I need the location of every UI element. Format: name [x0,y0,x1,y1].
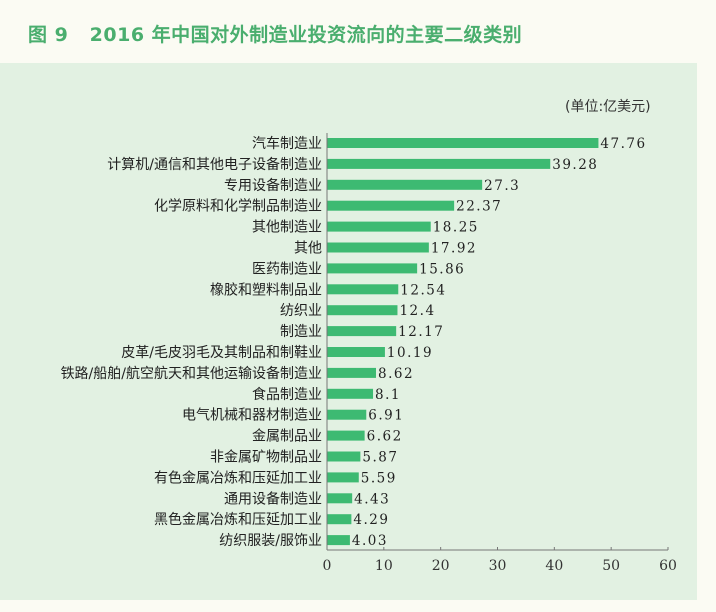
category-label: 通用设备制造业 [224,490,322,507]
bar [327,535,350,546]
bar [327,158,551,169]
value-label: 12.4 [399,303,435,319]
value-label: 12.54 [400,282,446,298]
value-label: 17.92 [431,241,477,257]
category-label: 食品制造业 [252,386,322,403]
value-label: 6.62 [367,429,403,445]
category-label: 纺织业 [280,303,322,319]
category-label: 黑色金属冶炼和压延加工业 [154,511,322,528]
value-label: 39.28 [552,157,598,173]
category-label: 化学原料和化学制品制造业 [154,199,322,215]
value-label: 4.43 [354,491,390,507]
x-tick-label: 40 [545,558,563,574]
category-label: 其他制造业 [252,220,322,236]
chart-title: 图 9 2016 年中国对外制造业投资流向的主要二级类别 [28,24,523,46]
x-tick-label: 60 [659,558,677,574]
value-label: 6.91 [368,408,404,424]
category-label: 金属制品业 [252,429,322,445]
category-label: 计算机/通信和其他电子设备制造业 [107,156,322,173]
value-label: 22.37 [456,199,502,215]
value-label: 8.62 [378,366,414,382]
bar [327,367,376,378]
category-label: 其他 [294,241,322,257]
value-label: 5.87 [362,450,398,466]
bar [327,347,385,357]
x-tick-label: 0 [323,558,332,574]
category-label: 纺织服装/服饰业 [219,533,322,549]
bar [327,430,365,441]
bar [327,242,429,253]
value-label: 15.86 [419,261,465,277]
category-label: 铁路/船舶/航空航天和其他运输设备制造业 [61,365,322,382]
value-label: 47.76 [600,136,646,152]
bar [327,305,398,316]
category-label: 非金属矿物制品业 [210,450,322,466]
value-label: 4.29 [353,512,389,528]
value-label: 4.03 [352,533,388,549]
unit-label: (单位:亿美元) [565,99,651,115]
bar [327,451,361,462]
bar [327,514,352,525]
bar [327,179,483,190]
bar [327,221,431,232]
bar [327,284,399,295]
bar [327,472,359,483]
bar [327,326,397,337]
bar [327,138,599,148]
category-label: 电气机械和器材制造业 [182,408,322,424]
x-tick-label: 20 [432,558,450,574]
category-label: 专用设备制造业 [224,177,322,194]
bar [327,493,353,504]
value-label: 5.59 [361,470,397,486]
bar [327,388,374,399]
value-label: 8.1 [375,387,401,403]
category-label: 橡胶和塑料制品业 [210,281,322,298]
value-label: 27.3 [484,178,520,194]
category-label: 制造业 [280,324,322,340]
bar [327,200,455,211]
x-tick-label: 10 [375,558,393,574]
category-label: 皮革/毛皮羽毛及其制品和制鞋业 [121,345,322,361]
category-label: 汽车制造业 [252,135,322,152]
value-label: 18.25 [433,220,479,236]
value-label: 10.19 [387,345,433,361]
value-label: 12.17 [398,324,444,340]
bar [327,263,418,274]
category-label: 医药制造业 [252,261,322,277]
x-tick-label: 50 [602,558,620,574]
bar [327,409,367,420]
x-tick-label: 30 [489,558,507,574]
category-label: 有色金属冶炼和压延加工业 [154,469,322,486]
